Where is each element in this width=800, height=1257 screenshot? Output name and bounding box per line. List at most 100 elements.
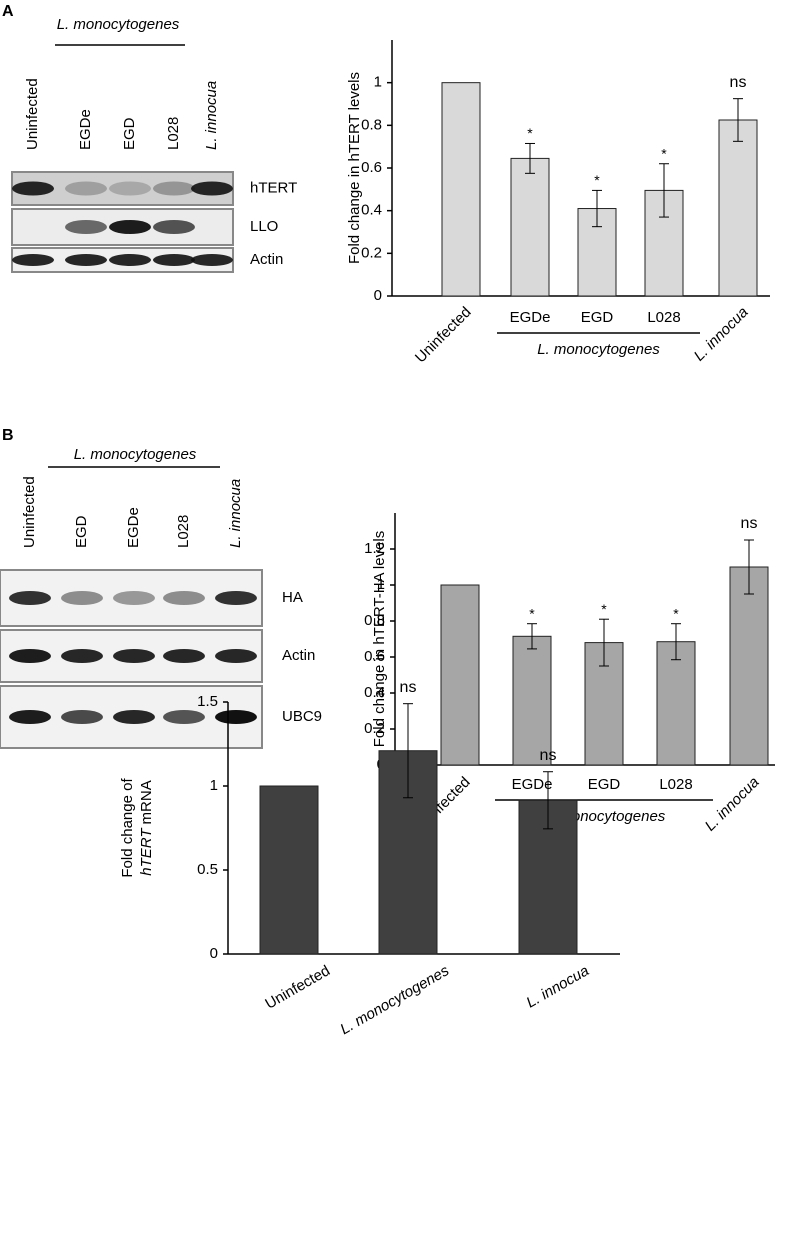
- lane-label: EGDe: [125, 507, 142, 548]
- blot-band: [153, 254, 195, 266]
- lane-label: EGDe: [77, 109, 94, 150]
- y-tick-label: 0.8: [361, 116, 382, 133]
- y-axis-label-part: hTERT: [138, 827, 155, 876]
- x-tick-label: Uninfected: [262, 962, 333, 1013]
- blot-row-label: hTERT: [250, 179, 297, 196]
- blot-group-label: L. monocytogenes: [74, 446, 197, 463]
- blot-band: [153, 220, 195, 234]
- blot-band: [65, 181, 107, 196]
- blot-band: [113, 710, 155, 724]
- annotation: ns: [741, 515, 758, 532]
- y-tick-label: 1.5: [197, 693, 218, 710]
- annotation: ns: [400, 679, 417, 696]
- lane-label: EGD: [73, 515, 90, 548]
- bar: [259, 785, 319, 955]
- group-label: L. monocytogenes: [537, 341, 660, 358]
- blot-band: [9, 710, 51, 724]
- blot-group-label: L. monocytogenes: [57, 16, 180, 33]
- panel-label: A: [2, 3, 14, 20]
- y-tick-label: 0.2: [364, 720, 385, 737]
- y-tick-label: 1: [374, 74, 382, 91]
- blot-band: [163, 591, 205, 605]
- x-tick-label: L. innocua: [702, 774, 763, 835]
- blot-band: [109, 254, 151, 266]
- blot-band: [163, 649, 205, 663]
- blot-band: [9, 649, 51, 663]
- x-tick-label: Uninfected: [412, 304, 475, 367]
- y-axis-label: Fold change in hTERT-HA levels: [371, 531, 388, 748]
- bar: [441, 82, 481, 297]
- annotation: ns: [730, 74, 747, 91]
- blot-band: [109, 220, 151, 234]
- annotation: *: [527, 125, 533, 141]
- annotation: *: [594, 172, 600, 188]
- blot-band: [9, 591, 51, 605]
- error-bar: [744, 539, 754, 595]
- y-tick-label: 0: [374, 287, 382, 304]
- blot-band: [215, 591, 257, 605]
- x-tick-label: EGDe: [510, 309, 551, 326]
- blot-band: [109, 181, 151, 196]
- blot-band: [65, 254, 107, 266]
- bar: [440, 584, 480, 766]
- blot-band: [215, 710, 257, 724]
- blot-band: [12, 254, 54, 266]
- y-tick-label: 0.6: [364, 648, 385, 665]
- error-bar: [525, 142, 535, 174]
- error-bar: [671, 623, 681, 661]
- error-bar: [592, 189, 602, 228]
- lane-label: L. innocua: [227, 479, 244, 548]
- x-tick-label: EGDe: [512, 776, 553, 793]
- lane-label: Uninfected: [21, 476, 38, 548]
- x-tick-label: L028: [647, 309, 680, 326]
- bar: [729, 566, 769, 766]
- x-tick-label: L. innocua: [524, 962, 592, 1011]
- x-tick-label: L. innocua: [691, 304, 752, 365]
- error-bar: [599, 618, 609, 667]
- y-tick-label: 0.8: [364, 612, 385, 629]
- x-tick-label: L. monocytogenes: [337, 962, 452, 1038]
- error-bar: [543, 771, 553, 830]
- blot-band: [163, 710, 205, 724]
- y-tick-label: 0.5: [197, 861, 218, 878]
- lane-label: EGD: [121, 117, 138, 150]
- blot-row-label: Actin: [282, 647, 315, 664]
- blot-band: [113, 591, 155, 605]
- y-tick-label: 1.2: [364, 540, 385, 557]
- y-axis-label: Fold change of: [119, 778, 136, 878]
- bar: [656, 641, 696, 766]
- y-tick-label: 0.2: [361, 244, 382, 261]
- blot-band: [65, 220, 107, 234]
- bar: [510, 157, 550, 297]
- error-bar: [403, 703, 413, 799]
- y-tick-label: 0.6: [361, 159, 382, 176]
- lane-label: L028: [165, 117, 182, 150]
- blot-band: [191, 181, 233, 196]
- blot-row-label: UBC9: [282, 708, 322, 725]
- y-tick-label: 0.4: [361, 202, 382, 219]
- panel-label: B: [2, 427, 14, 444]
- x-tick-label: EGD: [588, 776, 621, 793]
- x-tick-label: EGD: [581, 309, 614, 326]
- blot-band: [61, 649, 103, 663]
- blot-band: [191, 254, 233, 266]
- blot-band: [153, 181, 195, 196]
- blot-row-label: Actin: [250, 251, 283, 268]
- annotation: *: [673, 605, 679, 621]
- y-axis-label: hTERT mRNA: [138, 780, 155, 875]
- annotation: *: [601, 601, 607, 617]
- annotation: *: [661, 145, 667, 161]
- lane-label: L028: [175, 515, 192, 548]
- lane-label: Uninfected: [24, 78, 41, 150]
- y-axis-label-part: mRNA: [138, 780, 155, 824]
- annotation: *: [529, 605, 535, 621]
- y-tick-label: 1: [210, 777, 218, 794]
- error-bar: [733, 98, 743, 142]
- blot-band: [61, 710, 103, 724]
- blot-band: [12, 181, 54, 196]
- bar: [512, 635, 552, 766]
- blot-band: [61, 591, 103, 605]
- error-bar: [659, 163, 669, 218]
